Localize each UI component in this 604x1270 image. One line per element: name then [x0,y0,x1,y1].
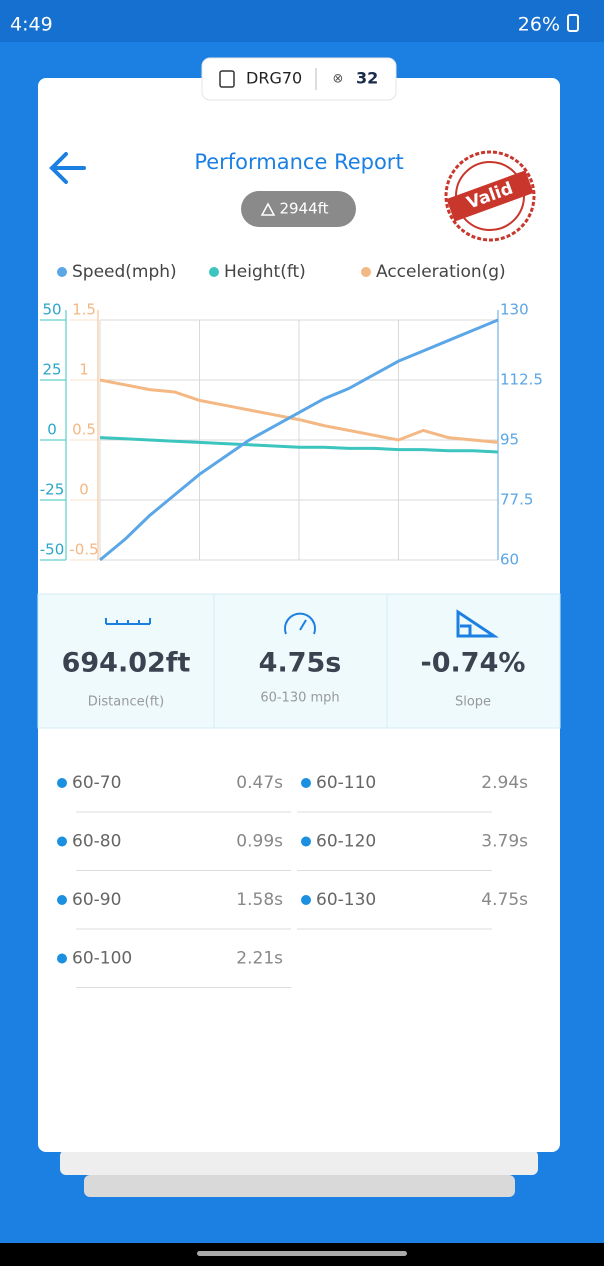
stamp: Valid [444,150,536,242]
series-line [99,318,499,562]
speed-icon [284,612,316,635]
back-button[interactable] [49,152,86,184]
title: Performance Report [194,150,403,174]
y-tick-label: -25 [40,481,65,499]
y3-tick-label: 0 [79,481,89,499]
split-value: 1.58s [236,890,283,910]
y-tick-label: 0 [47,421,57,439]
battery-icon [567,14,579,32]
split-value: 2.94s [481,773,528,793]
legend-label: Acceleration(g) [376,262,506,282]
split-dot [301,895,311,905]
split-label: 60-90 [72,890,121,910]
stamp-ring [444,150,536,242]
split-value: 2.21s [236,949,283,969]
time: 4:49 [10,14,53,36]
legend-label: Speed(mph) [72,262,177,282]
stamp-band [446,170,534,222]
split-dot [57,895,67,905]
satellite-icon: ⊗ [333,72,344,87]
split-dot [57,778,67,788]
split-dot [301,778,311,788]
split-label: 60-100 [72,949,132,969]
stat-label: 60-130 mph [260,691,339,706]
device-icon [219,70,235,88]
distance-icon [105,618,151,625]
slope-icon [456,609,499,638]
split-label: 60-70 [72,773,121,793]
split-dot [301,836,311,847]
battery: 26% [518,14,560,36]
legend-dot [209,267,219,277]
stats-panel [37,593,561,729]
split-label: 60-130 [316,890,376,910]
split-value: 4.75s [481,890,528,910]
stat-value: 694.02ft [62,648,191,679]
y2-tick-label: 77.5 [500,491,533,509]
y2-tick-label: 130 [500,301,529,319]
stat-label: Distance(ft) [88,695,164,710]
device-name: DRG70 [246,69,302,88]
stack-card [84,1175,515,1197]
stat-label: Slope [455,695,491,710]
y3-tick-label: 1.5 [72,301,96,319]
home-handle[interactable] [197,1251,407,1256]
split-dot [57,836,67,847]
split-label: 60-120 [316,832,376,852]
y3-tick-label: 0.5 [72,421,96,439]
y3-tick-label: 1 [79,361,89,379]
y-tick-label: 25 [42,361,61,379]
satellites: 32 [356,69,378,88]
status-bar [0,0,604,42]
altitude: 2944ft [279,200,328,218]
y2-tick-label: 95 [500,431,519,449]
device-pill [201,57,397,101]
series-line [99,436,499,454]
split-label: 60-80 [72,832,121,852]
y2-tick-label: 60 [500,551,519,569]
stat-value: 4.75s [259,648,342,679]
y2-tick-label: 112.5 [500,371,543,389]
split-value: 3.79s [481,832,528,852]
y3-tick-label: -0.5 [69,541,98,559]
legend-dot [57,267,67,277]
split-label: 60-110 [316,773,376,793]
split-value: 0.47s [236,773,283,793]
stack-card [60,1150,538,1175]
legend-label: Height(ft) [224,262,306,282]
legend-dot [361,267,371,277]
series-line [99,378,499,444]
y-tick-label: -50 [40,541,65,559]
altitude-icon [260,202,276,216]
altitude-pill [241,191,356,227]
split-dot [57,953,67,964]
stat-value: -0.74% [421,648,526,679]
y-tick-label: 50 [42,301,61,319]
split-value: 0.99s [236,832,283,852]
